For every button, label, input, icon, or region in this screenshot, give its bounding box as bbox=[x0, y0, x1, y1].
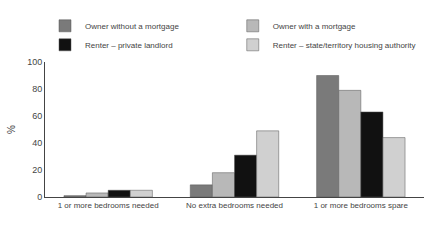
svg-text:60: 60 bbox=[32, 111, 42, 121]
svg-text:100: 100 bbox=[27, 57, 42, 67]
svg-text:%: % bbox=[6, 125, 17, 134]
svg-text:80: 80 bbox=[32, 84, 42, 94]
svg-text:Renter – private landlord: Renter – private landlord bbox=[85, 41, 173, 50]
svg-text:Renter – state/territory housi: Renter – state/territory housing authori… bbox=[273, 41, 416, 50]
svg-text:40: 40 bbox=[32, 138, 42, 148]
svg-text:20: 20 bbox=[32, 165, 42, 175]
svg-text:0: 0 bbox=[37, 192, 42, 202]
svg-text:No extra bedrooms needed: No extra bedrooms needed bbox=[186, 201, 283, 210]
svg-text:Owner with a mortgage: Owner with a mortgage bbox=[273, 22, 356, 31]
svg-text:Owner without a mortgage: Owner without a mortgage bbox=[85, 22, 179, 31]
svg-text:1 or more bedrooms spare: 1 or more bedrooms spare bbox=[314, 201, 409, 210]
svg-text:1 or more bedrooms needed: 1 or more bedrooms needed bbox=[58, 201, 159, 210]
